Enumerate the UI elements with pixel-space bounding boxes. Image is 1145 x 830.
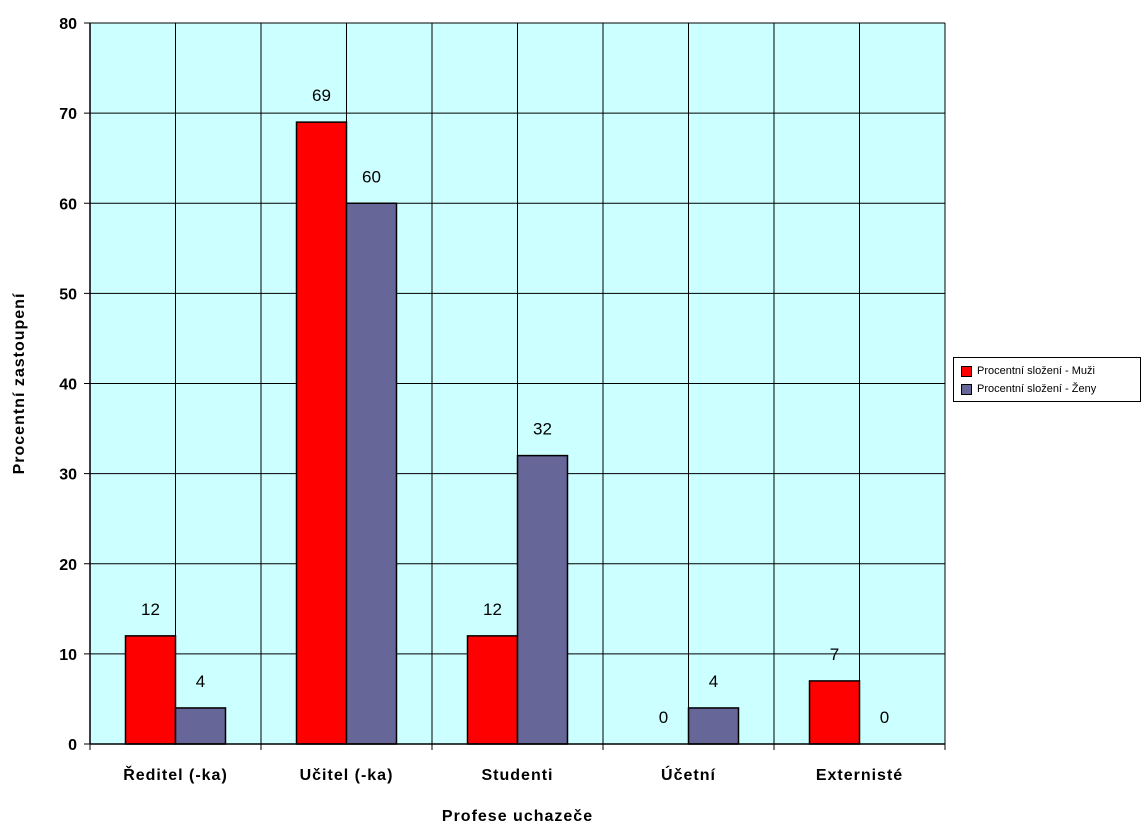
bar-series1-cat1 — [345, 202, 398, 745]
y-tick-label-8: 80 — [59, 16, 77, 33]
bar-series0-cat1 — [295, 121, 348, 745]
y-tick-label-1: 10 — [59, 647, 77, 664]
y-tick-label-5: 50 — [59, 286, 77, 303]
data-label-series1-cat0: 4 — [196, 672, 205, 691]
y-axis-title: Procentní zastoupení — [11, 293, 28, 475]
y-tick-label-6: 60 — [59, 196, 77, 213]
bar-series0-cat2 — [466, 635, 519, 745]
legend-swatch-zeny — [961, 383, 972, 395]
y-tick-label-7: 70 — [59, 106, 77, 123]
bars — [124, 121, 861, 745]
y-tick-label-0: 0 — [68, 737, 77, 754]
data-label-series0-cat0: 12 — [141, 600, 160, 619]
x-tick-label-4: Externisté — [816, 767, 903, 784]
bar-series1-cat3 — [687, 707, 740, 745]
axes — [84, 22, 946, 750]
data-label-series0-cat2: 12 — [483, 600, 502, 619]
data-label-series1-cat4: 0 — [880, 708, 889, 727]
x-tick-label-2: Studenti — [482, 767, 554, 784]
bar-series1-cat2 — [516, 454, 569, 745]
legend-item-muzi: Procentní složení - Muži — [954, 362, 1140, 380]
x-tick-label-3: Účetní — [661, 765, 716, 784]
x-tick-label-0: Ředitel (-ka) — [123, 765, 228, 784]
legend-label-muzi: Procentní složení - Muži — [977, 365, 1095, 377]
data-label-series0-cat4: 7 — [830, 645, 839, 664]
data-label-series1-cat2: 32 — [533, 420, 552, 439]
y-tick-label-4: 40 — [59, 377, 77, 394]
bar-series0-cat4 — [808, 680, 861, 745]
data-label-series0-cat3: 0 — [659, 708, 668, 727]
legend-swatch-muzi — [961, 365, 972, 377]
bar-series0-cat0 — [124, 635, 177, 745]
y-tick-label-2: 20 — [59, 557, 77, 574]
x-axis-title: Profese uchazeče — [442, 808, 593, 825]
x-tick-label-1: Učitel (-ka) — [300, 767, 394, 784]
legend: Procentní složení - Muži Procentní slože… — [953, 357, 1141, 402]
legend-item-zeny: Procentní složení - Ženy — [954, 380, 1140, 398]
data-label-series1-cat3: 4 — [709, 672, 718, 691]
data-label-series1-cat1: 60 — [362, 167, 381, 186]
y-tick-label-3: 30 — [59, 467, 77, 484]
data-label-series0-cat1: 69 — [312, 86, 331, 105]
legend-label-zeny: Procentní složení - Ženy — [977, 383, 1097, 395]
bar-series1-cat0 — [174, 707, 227, 745]
